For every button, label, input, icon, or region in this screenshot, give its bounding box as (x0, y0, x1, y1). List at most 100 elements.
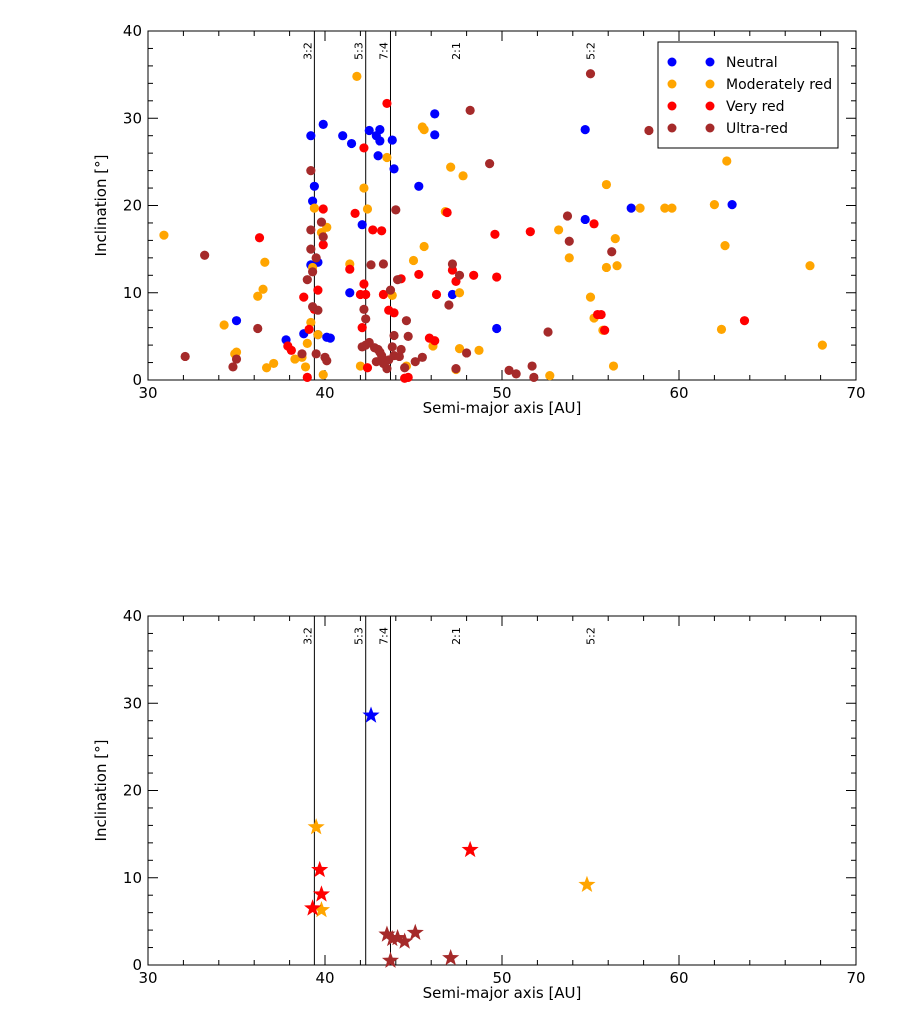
y-tick-label: 40 (123, 607, 142, 625)
data-point (306, 225, 316, 235)
data-point (377, 226, 387, 236)
data-point (607, 247, 617, 257)
data-point (410, 357, 420, 367)
data-point (316, 217, 327, 227)
data-point (419, 241, 429, 252)
data-point (626, 203, 636, 213)
data-point (446, 162, 456, 172)
data-point (529, 372, 539, 382)
legend-marker (667, 57, 677, 67)
data-point (309, 203, 319, 213)
data-point (720, 241, 730, 251)
data-point (451, 364, 461, 374)
chart-panel-2: 30 40 50 60 70 0 10 20 30 40 Semi-major axis [AU] I… (92, 607, 866, 1002)
data-point (304, 324, 314, 334)
data-point (258, 284, 268, 294)
data-point (313, 285, 323, 295)
data-point (474, 345, 484, 355)
data-point (286, 345, 296, 355)
legend-label: Moderately red (726, 77, 832, 93)
data-point (485, 159, 495, 169)
star-marker (578, 875, 596, 893)
x-tick-label: 60 (669, 969, 688, 987)
resonance-label: 5:2 (585, 42, 598, 60)
data-point (306, 244, 316, 254)
data-point (345, 264, 355, 274)
data-point (361, 314, 371, 324)
data-point (554, 225, 564, 235)
data-point (580, 124, 590, 135)
resonance-label: 7:4 (377, 42, 390, 60)
data-point (297, 349, 307, 359)
star-marker (389, 928, 407, 946)
data-point (727, 200, 737, 210)
data-point (414, 181, 424, 191)
data-point (403, 372, 413, 382)
data-point (302, 338, 312, 348)
data-point (527, 361, 537, 371)
resonance-label: 3:2 (301, 42, 314, 60)
legend-marker (667, 123, 677, 133)
data-point (644, 125, 654, 136)
data-point (396, 344, 406, 355)
star-marker (461, 840, 479, 858)
data-point (447, 259, 458, 269)
data-point (465, 105, 475, 115)
data-point (231, 354, 242, 364)
data-point (375, 124, 385, 135)
data-point (817, 340, 827, 350)
data-point (355, 361, 365, 371)
x-tick-label: 30 (138, 969, 157, 987)
y-tick-label: 10 (123, 284, 142, 302)
x-axis-label: Semi-major axis [AU] (423, 399, 582, 417)
data-point (601, 262, 612, 273)
data-point (462, 348, 472, 358)
x-axis-label: Semi-major axis [AU] (423, 984, 582, 1002)
resonance-label: 5:3 (353, 42, 366, 60)
y-tick-label: 30 (123, 109, 142, 127)
data-point (308, 196, 318, 206)
y-tick-label: 10 (123, 869, 142, 887)
data-point (309, 181, 319, 191)
star-marker (378, 925, 396, 942)
data-point (254, 233, 265, 243)
data-point (431, 289, 442, 300)
x-tick-label: 50 (492, 969, 511, 987)
data-point (667, 203, 677, 213)
data-point (635, 203, 645, 213)
data-point (403, 331, 413, 341)
data-point (401, 316, 412, 326)
x-tick-label: 70 (846, 969, 865, 987)
data-point (543, 327, 553, 337)
star-marker (406, 923, 424, 940)
data-point (318, 119, 328, 129)
legend-box (657, 41, 839, 149)
y-tick-label: 0 (132, 371, 142, 389)
y-axis-label: Inclination [°] (92, 740, 110, 842)
data-point (596, 309, 606, 320)
data-point (580, 214, 590, 225)
data-point (394, 351, 404, 362)
data-point (389, 330, 399, 341)
data-point (387, 342, 397, 352)
data-point (716, 324, 727, 334)
data-points (159, 69, 827, 383)
data-point (313, 330, 323, 340)
data-point (361, 289, 371, 300)
data-point (318, 240, 328, 250)
data-point (391, 205, 401, 215)
y-axis-label: Inclination [°] (92, 155, 110, 257)
data-point (454, 343, 465, 354)
data-point (564, 236, 574, 246)
data-point (306, 131, 316, 141)
data-point (385, 285, 396, 295)
data-point (325, 333, 335, 343)
data-point (442, 207, 452, 218)
data-point (345, 288, 355, 298)
data-point (322, 356, 332, 366)
x-tick-label: 50 (492, 384, 511, 402)
data-point (302, 372, 312, 382)
data-point (338, 131, 348, 141)
